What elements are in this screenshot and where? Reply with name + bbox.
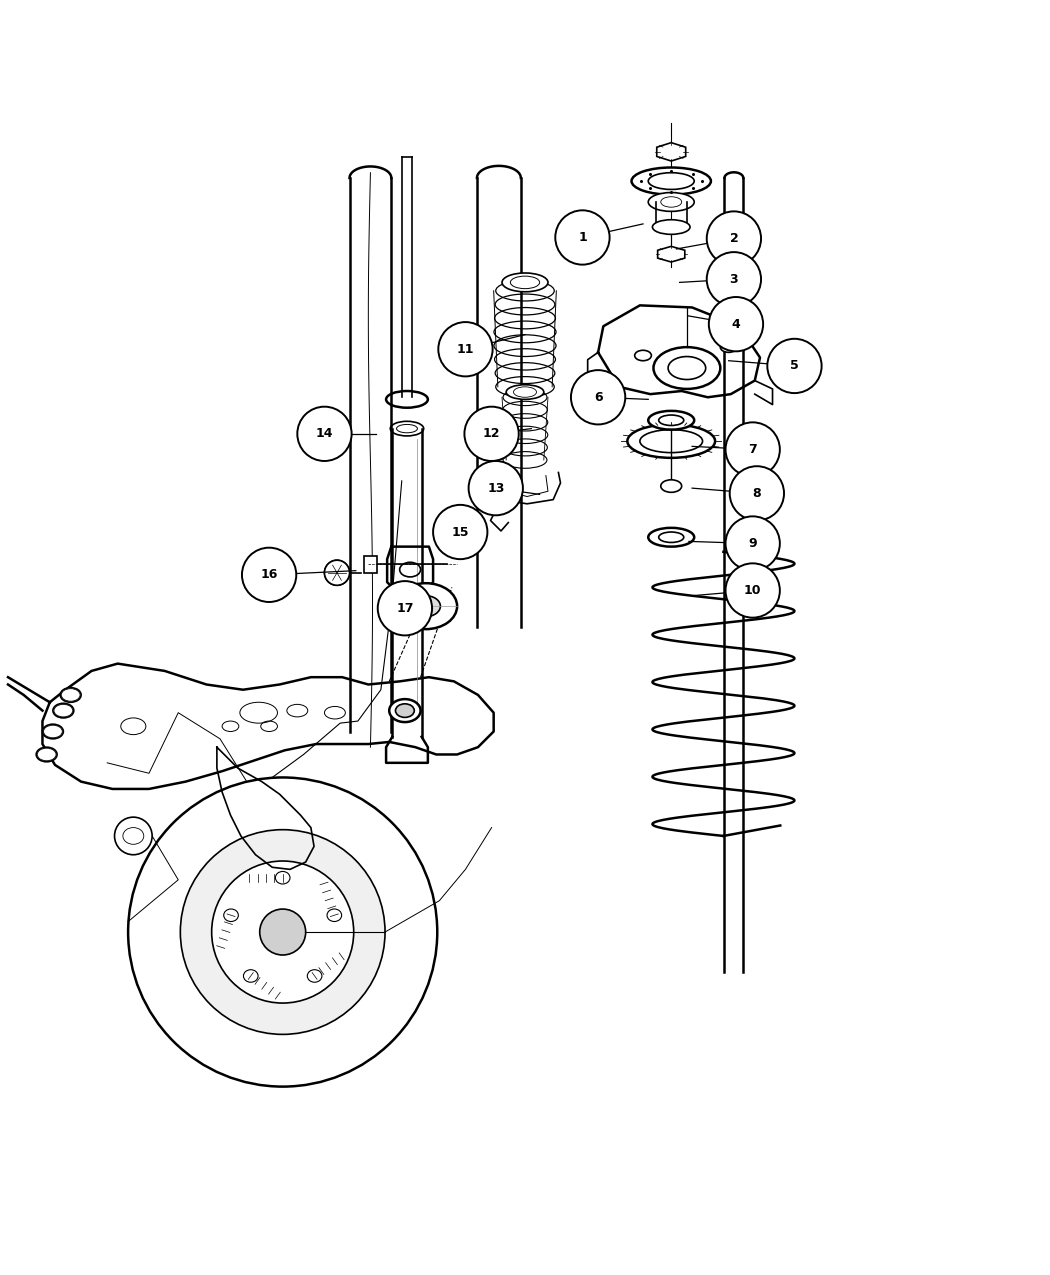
Text: 1: 1 [579,231,587,244]
Circle shape [707,212,761,265]
Circle shape [181,830,385,1034]
Circle shape [726,422,780,477]
Ellipse shape [634,351,651,361]
Circle shape [259,909,306,955]
Ellipse shape [506,385,544,399]
Circle shape [242,548,296,602]
Ellipse shape [648,411,694,430]
Ellipse shape [395,583,457,629]
Polygon shape [42,663,494,789]
Circle shape [324,560,350,585]
Circle shape [464,407,519,462]
Text: 13: 13 [487,482,504,495]
Circle shape [438,323,492,376]
Ellipse shape [327,909,341,922]
Text: 4: 4 [732,317,740,330]
Text: 8: 8 [753,487,761,500]
Ellipse shape [275,871,290,884]
Circle shape [433,505,487,560]
Circle shape [378,581,432,635]
Circle shape [707,252,761,306]
Ellipse shape [224,909,238,922]
Ellipse shape [652,219,690,235]
Circle shape [297,407,352,462]
Ellipse shape [502,273,548,292]
Ellipse shape [52,704,74,718]
Ellipse shape [36,747,57,761]
Ellipse shape [308,970,322,982]
Ellipse shape [244,970,258,982]
Text: 10: 10 [744,584,761,597]
Circle shape [768,339,821,393]
Text: 16: 16 [260,569,278,581]
Text: 9: 9 [749,537,757,550]
Ellipse shape [648,528,694,547]
Ellipse shape [390,699,421,722]
Ellipse shape [631,167,711,195]
Text: 2: 2 [730,232,738,245]
Polygon shape [656,143,686,161]
Circle shape [726,516,780,571]
Circle shape [114,817,152,854]
Ellipse shape [60,687,81,703]
Circle shape [468,462,523,515]
Circle shape [571,370,625,425]
Circle shape [726,564,780,617]
Text: 11: 11 [457,343,475,356]
Ellipse shape [720,342,737,352]
Text: 3: 3 [730,273,738,286]
Text: 14: 14 [316,427,333,440]
Circle shape [709,297,763,352]
Circle shape [555,210,610,265]
Text: 15: 15 [452,525,469,538]
Polygon shape [657,246,685,263]
Text: 7: 7 [749,442,757,456]
Text: 6: 6 [594,390,603,404]
Polygon shape [364,556,377,572]
Ellipse shape [42,724,63,738]
Text: 17: 17 [396,602,414,615]
Circle shape [212,861,354,1003]
Circle shape [730,467,784,520]
Circle shape [324,560,350,585]
Circle shape [128,778,437,1086]
Ellipse shape [396,704,415,718]
Ellipse shape [660,479,681,492]
Ellipse shape [412,595,440,617]
Text: 5: 5 [790,360,799,372]
Ellipse shape [648,193,694,212]
Text: 12: 12 [483,427,501,440]
